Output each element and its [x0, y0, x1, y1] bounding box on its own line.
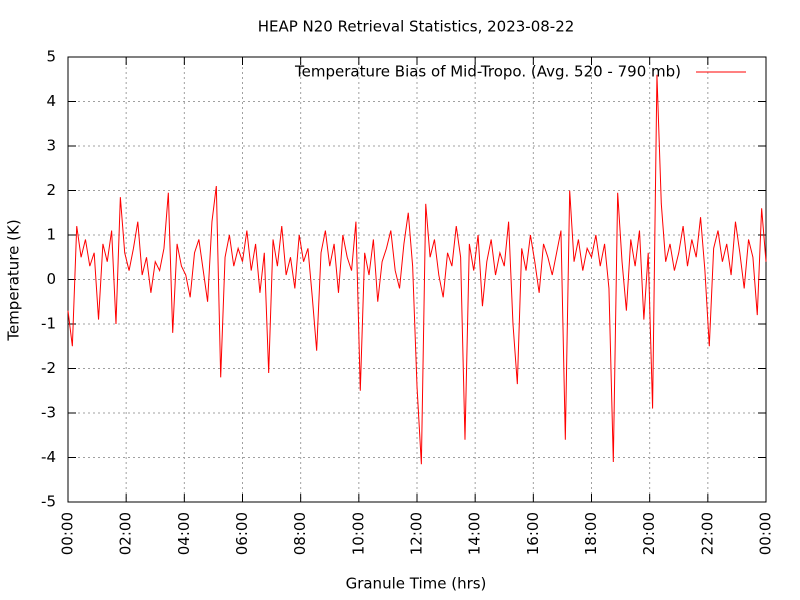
x-tick-label: 18:00 — [582, 512, 600, 555]
chart-title: HEAP N20 Retrieval Statistics, 2023-08-2… — [258, 18, 575, 36]
y-tick-label: 4 — [46, 92, 56, 110]
x-tick-label: 16:00 — [524, 512, 542, 555]
x-axis-label: Granule Time (hrs) — [346, 575, 487, 593]
x-tick-label: 10:00 — [349, 512, 367, 555]
y-tick-label: -3 — [41, 404, 56, 422]
plot-frame — [67, 56, 767, 503]
y-tick-label: 5 — [46, 48, 56, 66]
y-tick-label: 1 — [46, 226, 56, 244]
x-tick-label: 06:00 — [233, 512, 251, 555]
x-tick-label: 04:00 — [175, 512, 193, 555]
y-tick-label: -2 — [41, 359, 56, 377]
x-tick-label: 14:00 — [466, 512, 484, 555]
y-tick-label: -4 — [41, 448, 56, 466]
y-axis-label: Temperature (K) — [5, 219, 23, 341]
data-line — [67, 74, 767, 465]
x-tick-label: 00:00 — [59, 512, 77, 555]
y-tick-label: 0 — [46, 270, 56, 288]
x-tick-label: 00:00 — [757, 512, 775, 555]
y-tick-label: 3 — [46, 137, 56, 155]
x-tick-label: 08:00 — [291, 512, 309, 555]
x-tick-label: 22:00 — [698, 512, 716, 555]
y-tick-label: -1 — [41, 315, 56, 333]
legend-label: Temperature Bias of Mid-Tropo. (Avg. 520… — [294, 63, 681, 81]
y-tick-label: -5 — [41, 493, 56, 511]
y-tick-label: 2 — [46, 181, 56, 199]
x-tick-label: 12:00 — [408, 512, 426, 555]
x-tick-label: 20:00 — [640, 512, 658, 555]
x-tick-label: 02:00 — [117, 512, 135, 555]
